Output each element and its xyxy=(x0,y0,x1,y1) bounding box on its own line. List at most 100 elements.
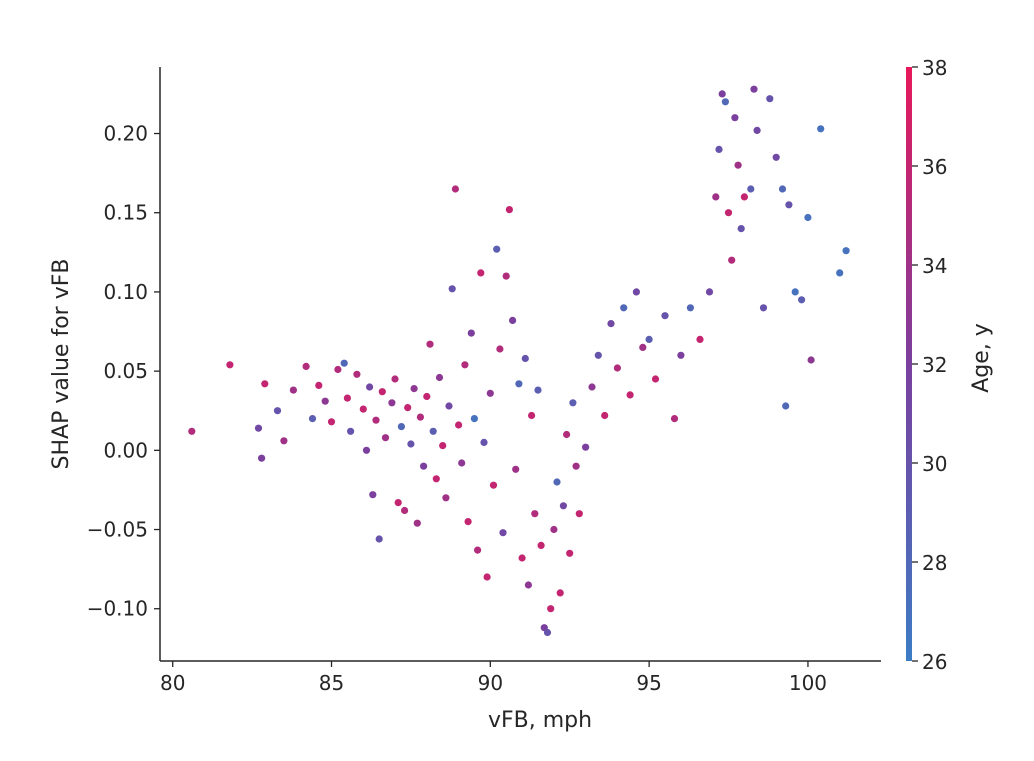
data-point xyxy=(645,335,653,343)
data-point xyxy=(766,95,774,103)
data-point xyxy=(670,415,679,423)
data-point xyxy=(375,535,383,543)
data-point xyxy=(413,519,421,527)
data-point xyxy=(432,475,440,483)
data-point xyxy=(537,541,545,550)
colorbar xyxy=(906,67,912,661)
x-tick-label: 85 xyxy=(319,671,344,695)
y-tick-label: 0.05 xyxy=(103,359,148,383)
data-point xyxy=(524,581,533,589)
data-point xyxy=(404,404,412,412)
y-axis-ticks: −0.10 −0.05 0.00 0.05 0.10 0.15 0.20 xyxy=(87,122,160,621)
data-point xyxy=(420,462,428,470)
data-point xyxy=(372,416,380,424)
data-point xyxy=(639,343,647,351)
data-point xyxy=(308,415,317,423)
data-point xyxy=(407,440,415,448)
data-point xyxy=(458,459,466,467)
y-tick-label: −0.05 xyxy=(87,518,148,542)
data-point xyxy=(718,90,726,98)
y-tick-label: 0.15 xyxy=(103,201,148,225)
data-point xyxy=(543,628,552,637)
data-point xyxy=(353,370,361,378)
colorbar-label: Age, y xyxy=(969,323,994,393)
colorbar-tick-label: 32 xyxy=(922,353,947,377)
data-point xyxy=(553,478,561,486)
data-point xyxy=(289,386,297,394)
data-point xyxy=(366,383,374,391)
y-tick-label: 0.10 xyxy=(103,280,148,304)
data-point xyxy=(321,397,329,405)
data-point xyxy=(607,320,615,328)
data-point xyxy=(429,427,437,435)
data-point xyxy=(477,269,485,277)
data-point xyxy=(594,351,602,359)
data-point xyxy=(315,381,323,389)
data-point xyxy=(280,437,288,445)
x-tick-label: 80 xyxy=(160,671,185,695)
colorbar-ticks: 26 28 30 32 34 36 38 xyxy=(912,56,947,674)
data-point xyxy=(836,269,844,277)
data-point xyxy=(772,153,780,161)
data-point xyxy=(521,354,529,363)
data-point xyxy=(416,413,424,421)
colorbar-tick-label: 34 xyxy=(922,254,947,278)
data-point xyxy=(480,438,488,446)
data-point xyxy=(817,125,825,133)
data-point xyxy=(753,126,761,134)
data-point xyxy=(347,427,355,435)
data-point xyxy=(842,247,850,255)
data-point xyxy=(483,573,491,581)
data-point xyxy=(388,399,396,407)
data-point xyxy=(531,510,539,518)
data-point xyxy=(556,589,564,597)
y-tick-label: 0.20 xyxy=(103,122,148,146)
data-point xyxy=(566,549,574,557)
data-point xyxy=(791,288,799,296)
data-point xyxy=(731,114,739,122)
data-point xyxy=(505,206,513,214)
data-point xyxy=(394,499,402,507)
data-point xyxy=(489,481,498,489)
data-point xyxy=(563,430,571,439)
data-point xyxy=(512,465,520,473)
data-point xyxy=(575,510,583,518)
data-point xyxy=(620,304,628,312)
data-point xyxy=(464,518,472,526)
data-point xyxy=(661,312,669,320)
x-tick-label: 90 xyxy=(478,671,503,695)
y-tick-label: −0.10 xyxy=(87,597,148,621)
colorbar-tick-label: 36 xyxy=(922,155,947,179)
data-point xyxy=(807,356,815,364)
data-point xyxy=(721,98,730,106)
data-point xyxy=(327,418,336,426)
data-point xyxy=(759,304,768,312)
data-point xyxy=(470,415,478,423)
data-point xyxy=(782,402,790,410)
data-point xyxy=(613,364,622,372)
data-point xyxy=(724,209,733,217)
colorbar-tick-label: 26 xyxy=(922,650,947,674)
data-point xyxy=(696,335,704,343)
data-point xyxy=(601,411,609,420)
data-point xyxy=(362,446,371,454)
data-point xyxy=(302,362,310,370)
x-axis-ticks: 80 85 90 95 100 xyxy=(160,661,827,695)
data-point xyxy=(410,385,418,393)
data-point xyxy=(550,525,558,534)
data-point xyxy=(496,345,504,353)
data-point xyxy=(343,394,351,402)
data-point xyxy=(442,494,450,502)
data-point xyxy=(445,402,453,410)
data-point xyxy=(798,296,806,304)
data-point xyxy=(686,304,695,312)
data-point xyxy=(369,491,377,499)
data-point xyxy=(474,546,482,554)
data-point xyxy=(461,361,469,369)
data-point xyxy=(426,340,434,348)
data-point xyxy=(448,285,456,293)
y-axis-label: SHAP value for vFB xyxy=(49,259,74,470)
data-point xyxy=(455,421,463,429)
plot-area xyxy=(188,85,850,637)
